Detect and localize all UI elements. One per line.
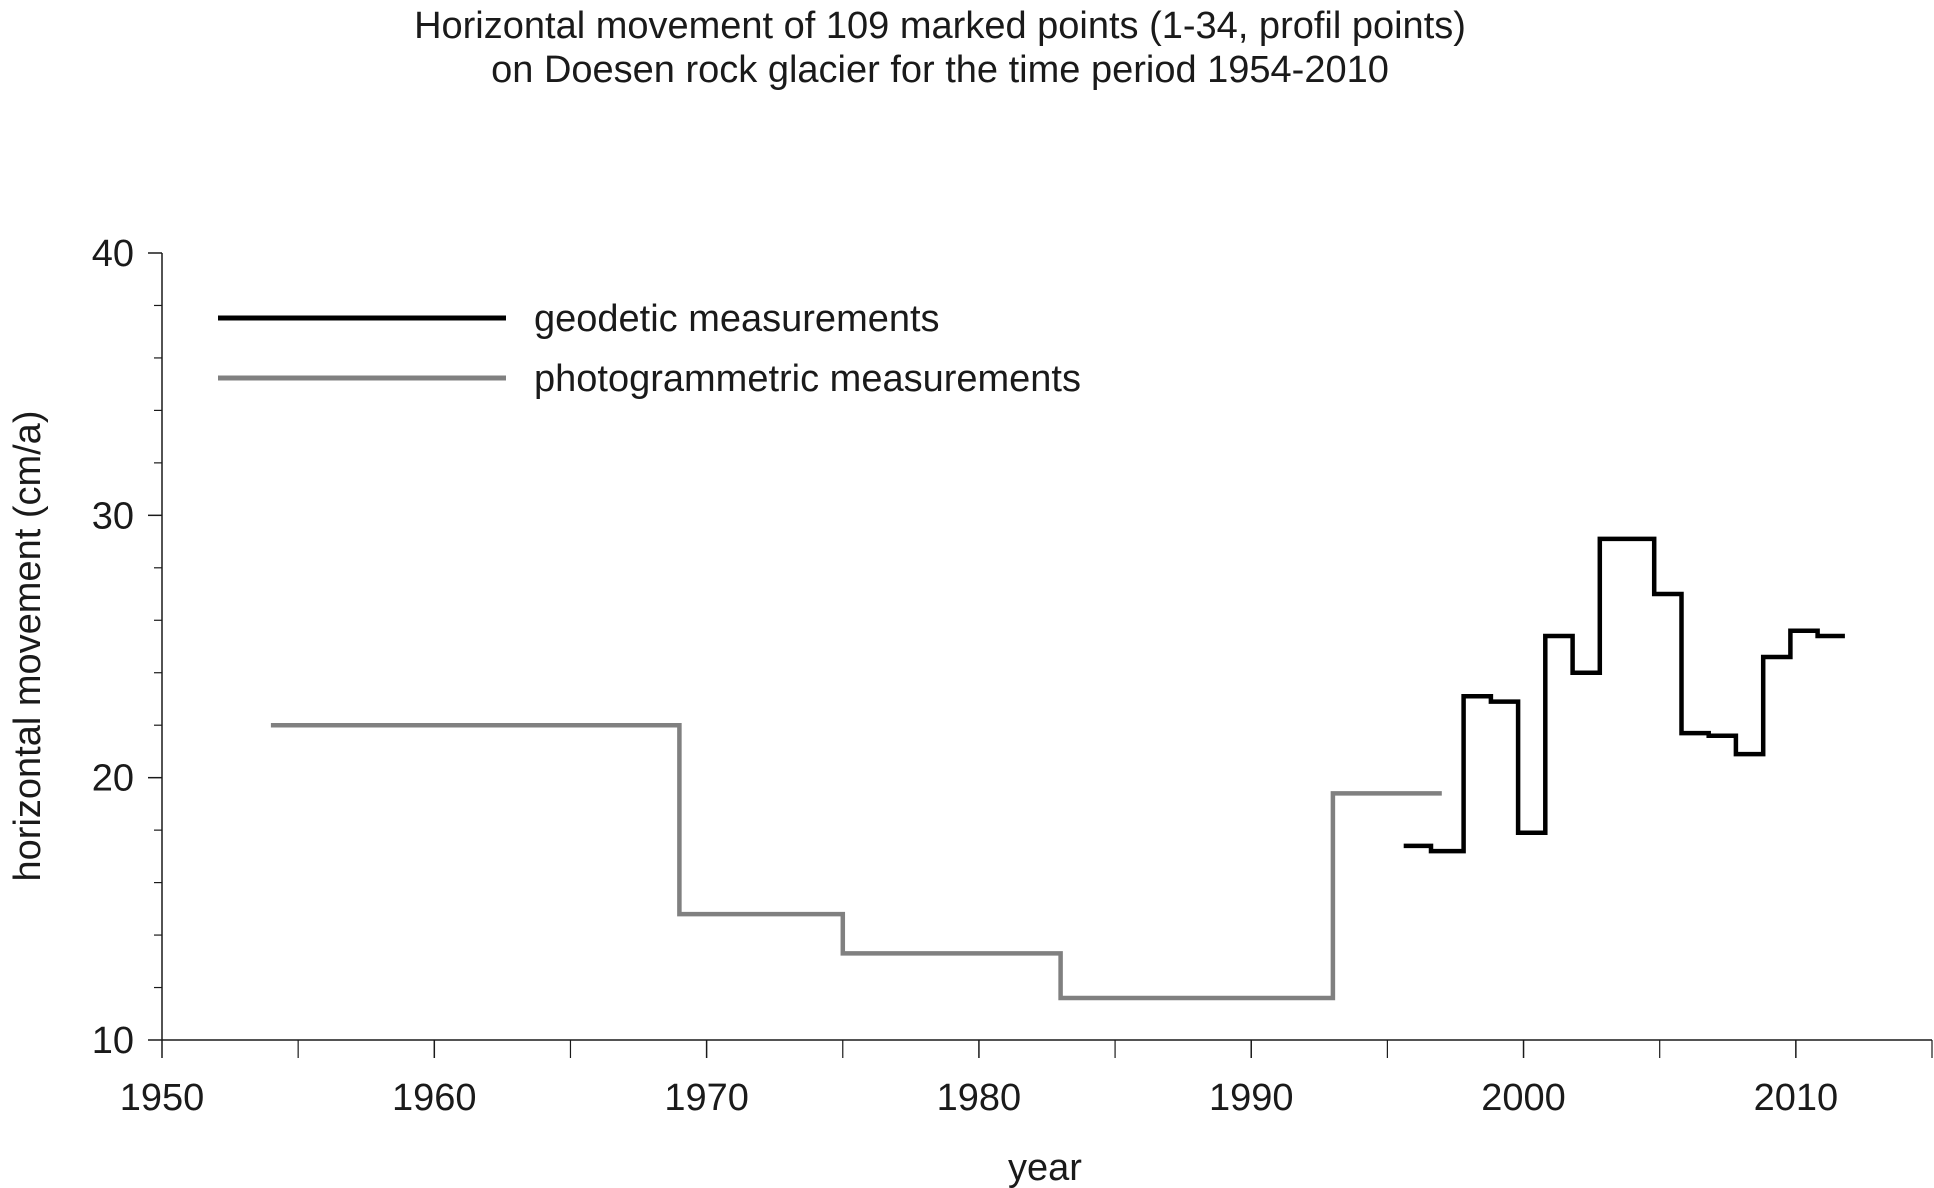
x-tick-label: 1970 <box>664 1077 749 1119</box>
chart-title-line-1: Horizontal movement of 109 marked points… <box>414 5 1466 47</box>
series-layer <box>270 536 1845 1001</box>
x-tick-label: 1980 <box>937 1077 1022 1119</box>
x-tick-label: 2000 <box>1481 1077 1566 1119</box>
y-tick-label: 20 <box>92 758 134 800</box>
x-tick-label: 1960 <box>392 1077 477 1119</box>
y-tick-label: 30 <box>92 495 134 537</box>
y-tick-label: 10 <box>92 1020 134 1062</box>
legend-label-photogrammetric: photogrammetric measurements <box>534 358 1081 400</box>
chart-title-line-2: on Doesen rock glacier for the time peri… <box>491 49 1389 91</box>
legend: geodetic measurements photogrammetric mea… <box>218 298 1081 400</box>
legend-label-geodetic: geodetic measurements <box>534 298 940 340</box>
axes: 10 20 30 40 1950 1960 1970 1980 1990 2000 2010 <box>92 233 1933 1119</box>
x-tick-label: 1990 <box>1209 1077 1294 1119</box>
series-line-photogrammetric <box>270 722 1442 1001</box>
x-tick-label: 2010 <box>1754 1077 1839 1119</box>
y-tick-label: 40 <box>92 233 134 275</box>
series-line-geodetic <box>1403 536 1845 854</box>
y-axis-label: horizontal movement (cm/a) <box>7 411 49 882</box>
x-axis-label: year <box>1008 1147 1082 1188</box>
x-tick-label: 1950 <box>120 1077 205 1119</box>
